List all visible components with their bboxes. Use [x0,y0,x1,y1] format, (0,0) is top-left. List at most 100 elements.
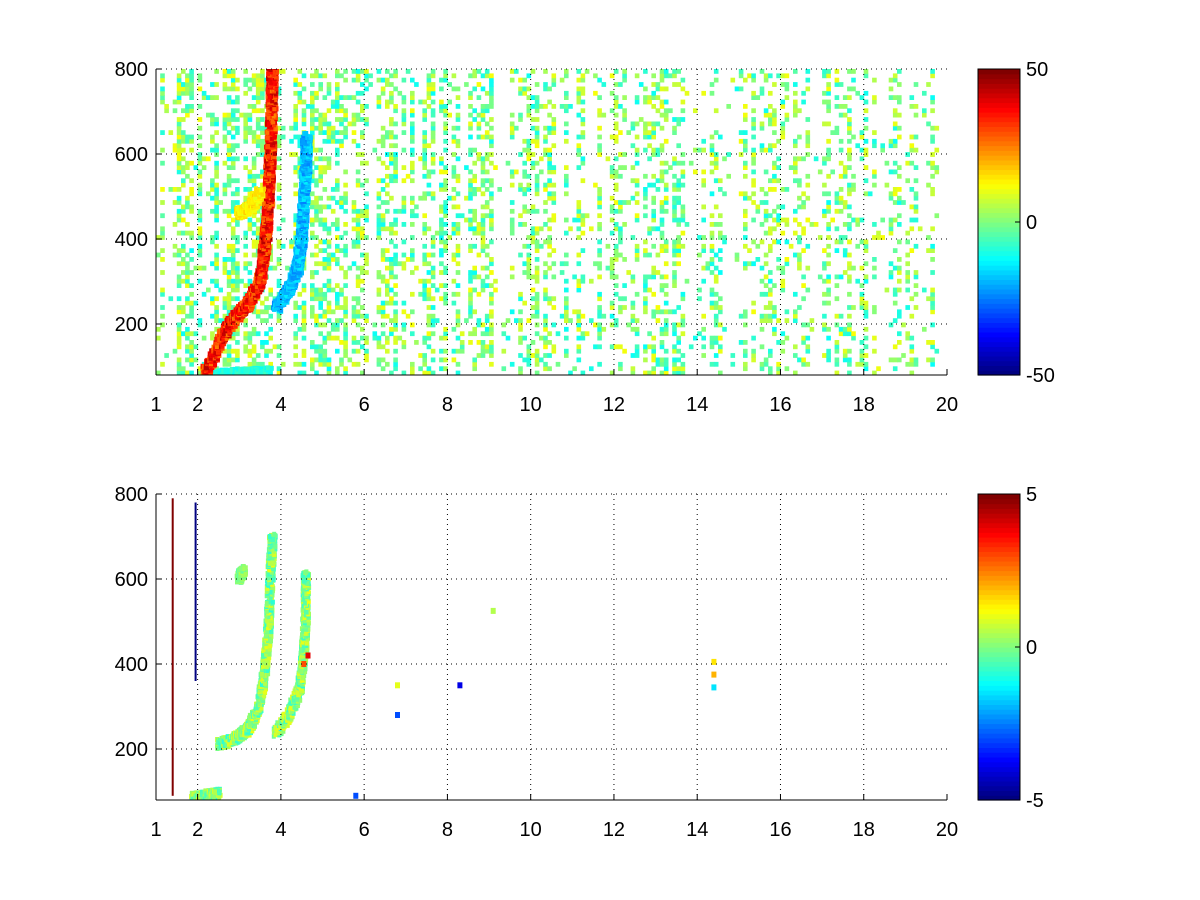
heatmap-cell [172,243,178,249]
heatmap-cell [613,291,619,297]
heatmap-cell [214,187,219,192]
heatmap-cell [422,134,427,140]
heatmap-cell [480,265,486,271]
heatmap-cell [892,125,898,131]
heatmap-cell [301,361,307,367]
heatmap-cell [892,112,898,118]
heatmap-cell [668,165,673,170]
heatmap-cell [181,169,186,175]
heatmap-cell [547,152,552,157]
heatmap-cell [314,291,319,297]
heatmap-cell [380,138,386,144]
heatmap-cell [551,182,557,188]
heatmap-cell [526,243,532,249]
heatmap-cell [788,165,794,170]
heatmap-cell [709,82,715,87]
heatmap-cell [172,108,178,114]
heatmap-cell [389,117,394,122]
heatmap-cell [576,326,582,332]
heatmap-cell [181,108,186,114]
heatmap-cell [176,213,182,219]
heatmap-cell [472,309,477,315]
heatmap-cell [930,95,935,100]
heatmap-cell [484,313,490,319]
ridge-cell [247,304,251,310]
heatmap-cell [176,326,182,332]
heatmap-cell [801,156,806,162]
heatmap-cell [522,191,527,197]
heatmap-cell [797,222,802,227]
heatmap-cell [805,143,811,149]
ridge-cell [215,353,220,359]
heatmap-cell [526,344,532,350]
heatmap-cell [930,138,935,144]
heatmap-cell [310,173,315,179]
heatmap-cell [605,265,611,271]
heatmap-cell [672,361,677,367]
heatmap-cell [755,204,761,210]
heatmap-cell [776,156,781,162]
heatmap-cell [618,226,623,232]
heatmap-cell [472,326,477,332]
heatmap-cell [630,143,636,149]
heatmap-cell [451,222,457,227]
heatmap-cell [580,156,586,162]
heatmap-cell [597,248,602,253]
heatmap-cell [663,309,669,315]
heatmap-cell [534,178,540,184]
heatmap-cell [297,82,303,87]
heatmap-cell [314,69,319,74]
heatmap-cell [763,313,769,319]
heatmap-cell [913,361,919,367]
heatmap-cell [738,86,744,92]
heatmap-cell [214,204,219,210]
heatmap-cell [235,117,240,122]
heatmap-cell [243,82,248,87]
heatmap-cell [484,318,490,323]
heatmap-cell [663,357,669,363]
heatmap-cell [751,191,756,197]
heatmap-cell [318,344,323,350]
heatmap-cell [318,73,323,79]
heatmap-cell [551,191,557,197]
heatmap-cell [909,160,915,166]
heatmap-cell [634,95,640,100]
heatmap-cell [805,130,811,135]
heatmap-cell [534,309,540,315]
heatmap-cell [772,309,777,315]
heatmap-cell [181,248,186,253]
heatmap-cell [243,230,248,236]
heatmap-cell [385,265,390,271]
heatmap-cell [176,296,182,302]
heatmap-cell [601,313,607,319]
heatmap-cell [838,195,844,201]
heatmap-cell [509,274,515,280]
heatmap-cell [160,235,165,240]
heatmap-cell [551,200,557,205]
heatmap-cell [468,121,473,127]
heatmap-cell [851,265,856,271]
heatmap-cell [526,318,532,323]
heatmap-cell [805,117,811,122]
heatmap-cell [380,305,386,310]
heatmap-cell [189,331,194,337]
heatmap-cell [651,121,656,127]
heatmap-cell [451,226,457,232]
heatmap-cell [859,340,865,345]
heatmap-cell [484,348,490,354]
heatmap-cell [401,117,407,122]
heatmap-cell [526,357,532,363]
heatmap-cell [322,291,328,297]
heatmap-cell [872,169,877,175]
heatmap-cell [589,278,594,284]
heatmap-cell [243,265,248,271]
heatmap-cell [226,165,232,170]
heatmap-cell [647,134,652,140]
heatmap-cell [530,95,536,100]
heatmap-cell [772,143,777,149]
heatmap-cell [226,99,232,105]
heatmap-cell [763,112,769,118]
heatmap-cell [926,235,931,240]
heatmap-cell [905,335,910,341]
heatmap-cell [909,370,915,375]
